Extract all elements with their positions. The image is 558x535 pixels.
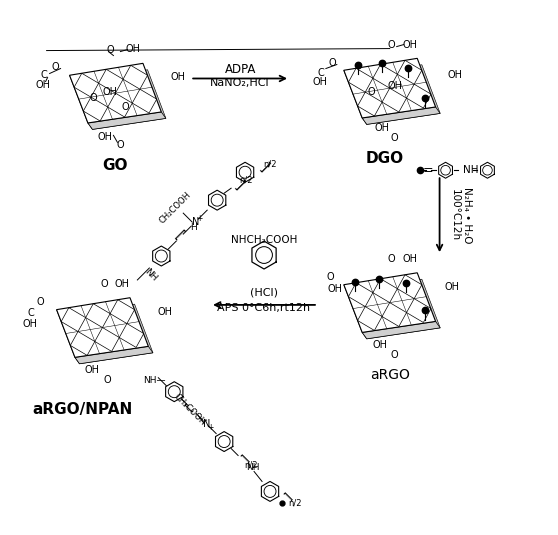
Text: n/2: n/2 xyxy=(239,175,253,185)
Polygon shape xyxy=(75,346,153,364)
Text: ADPA: ADPA xyxy=(224,63,256,76)
Polygon shape xyxy=(362,107,440,125)
Polygon shape xyxy=(348,279,440,339)
Text: OH: OH xyxy=(372,340,387,350)
Polygon shape xyxy=(70,75,93,129)
Text: OH: OH xyxy=(374,124,389,133)
Polygon shape xyxy=(70,63,161,123)
Text: O: O xyxy=(100,279,108,289)
Text: CH₂COOH: CH₂COOH xyxy=(157,190,193,226)
Text: +: + xyxy=(207,423,213,432)
Text: n/2: n/2 xyxy=(244,461,258,470)
Text: O: O xyxy=(368,87,376,97)
Text: OH: OH xyxy=(103,87,118,97)
Text: NH: NH xyxy=(142,267,158,283)
Text: DGO: DGO xyxy=(365,151,404,166)
Text: O: O xyxy=(52,62,59,72)
Text: O: O xyxy=(107,44,114,55)
Text: 100°C12h: 100°C12h xyxy=(450,189,460,241)
Polygon shape xyxy=(348,65,440,125)
Text: OH: OH xyxy=(312,78,328,88)
Text: C: C xyxy=(40,71,47,80)
Text: NH: NH xyxy=(463,165,478,175)
Polygon shape xyxy=(344,70,367,125)
Polygon shape xyxy=(61,304,153,364)
Text: CH₂COOH: CH₂COOH xyxy=(172,392,208,427)
Text: N: N xyxy=(191,217,199,227)
Text: C: C xyxy=(318,67,324,78)
Text: NHCH₂COOH: NHCH₂COOH xyxy=(231,235,297,245)
Text: n/2: n/2 xyxy=(288,499,301,508)
Text: =: = xyxy=(422,164,433,177)
Text: C: C xyxy=(27,308,34,318)
Text: [: [ xyxy=(172,229,186,243)
Text: OH: OH xyxy=(328,284,343,294)
Text: GO: GO xyxy=(103,158,128,173)
Text: N₂H₄ • H₂O: N₂H₄ • H₂O xyxy=(461,187,472,243)
Text: n/2: n/2 xyxy=(263,160,277,169)
Text: NH—: NH— xyxy=(143,376,166,385)
Text: O: O xyxy=(117,140,124,150)
Text: ]: ] xyxy=(232,178,246,192)
Polygon shape xyxy=(56,310,80,364)
Text: ]: ] xyxy=(257,160,271,174)
Text: OH: OH xyxy=(115,279,130,289)
Text: ]: ] xyxy=(239,452,252,465)
Text: OH: OH xyxy=(85,365,100,374)
Polygon shape xyxy=(344,273,436,332)
Text: O: O xyxy=(37,297,45,307)
Text: O: O xyxy=(122,102,129,112)
Text: OH: OH xyxy=(98,132,113,142)
Polygon shape xyxy=(56,297,148,357)
Text: N: N xyxy=(203,418,210,429)
Text: (HCl): (HCl) xyxy=(250,288,278,298)
Text: OH: OH xyxy=(22,319,37,329)
Text: OH: OH xyxy=(157,307,172,317)
Text: OH: OH xyxy=(445,282,460,292)
Text: APS 0°C6h,rt12h: APS 0°C6h,rt12h xyxy=(218,303,311,313)
Text: O: O xyxy=(391,133,398,143)
Text: aRGO/NPAN: aRGO/NPAN xyxy=(32,402,133,417)
Text: O: O xyxy=(90,94,97,103)
Text: [: [ xyxy=(183,400,196,413)
Polygon shape xyxy=(344,285,367,339)
Text: +: + xyxy=(196,213,203,223)
Text: OH: OH xyxy=(402,254,417,264)
Polygon shape xyxy=(74,70,166,129)
Polygon shape xyxy=(362,322,440,339)
Text: OH: OH xyxy=(35,80,50,90)
Text: OH: OH xyxy=(448,70,463,80)
Text: ]: ] xyxy=(282,490,295,503)
Text: OH: OH xyxy=(387,81,402,91)
Text: O: O xyxy=(328,58,336,67)
Text: O: O xyxy=(326,272,334,282)
Polygon shape xyxy=(344,58,436,118)
Polygon shape xyxy=(88,112,166,129)
Text: OH: OH xyxy=(402,40,417,50)
Text: aRGO: aRGO xyxy=(370,368,410,381)
Text: OH: OH xyxy=(170,73,185,82)
Text: O: O xyxy=(104,374,111,385)
Text: O: O xyxy=(388,254,396,264)
Text: O: O xyxy=(391,350,398,360)
Text: OH: OH xyxy=(126,43,141,54)
Text: NH: NH xyxy=(246,463,259,472)
Text: H: H xyxy=(190,223,196,232)
Text: NaNO₂,HCl: NaNO₂,HCl xyxy=(210,79,270,88)
Text: O: O xyxy=(388,40,396,50)
